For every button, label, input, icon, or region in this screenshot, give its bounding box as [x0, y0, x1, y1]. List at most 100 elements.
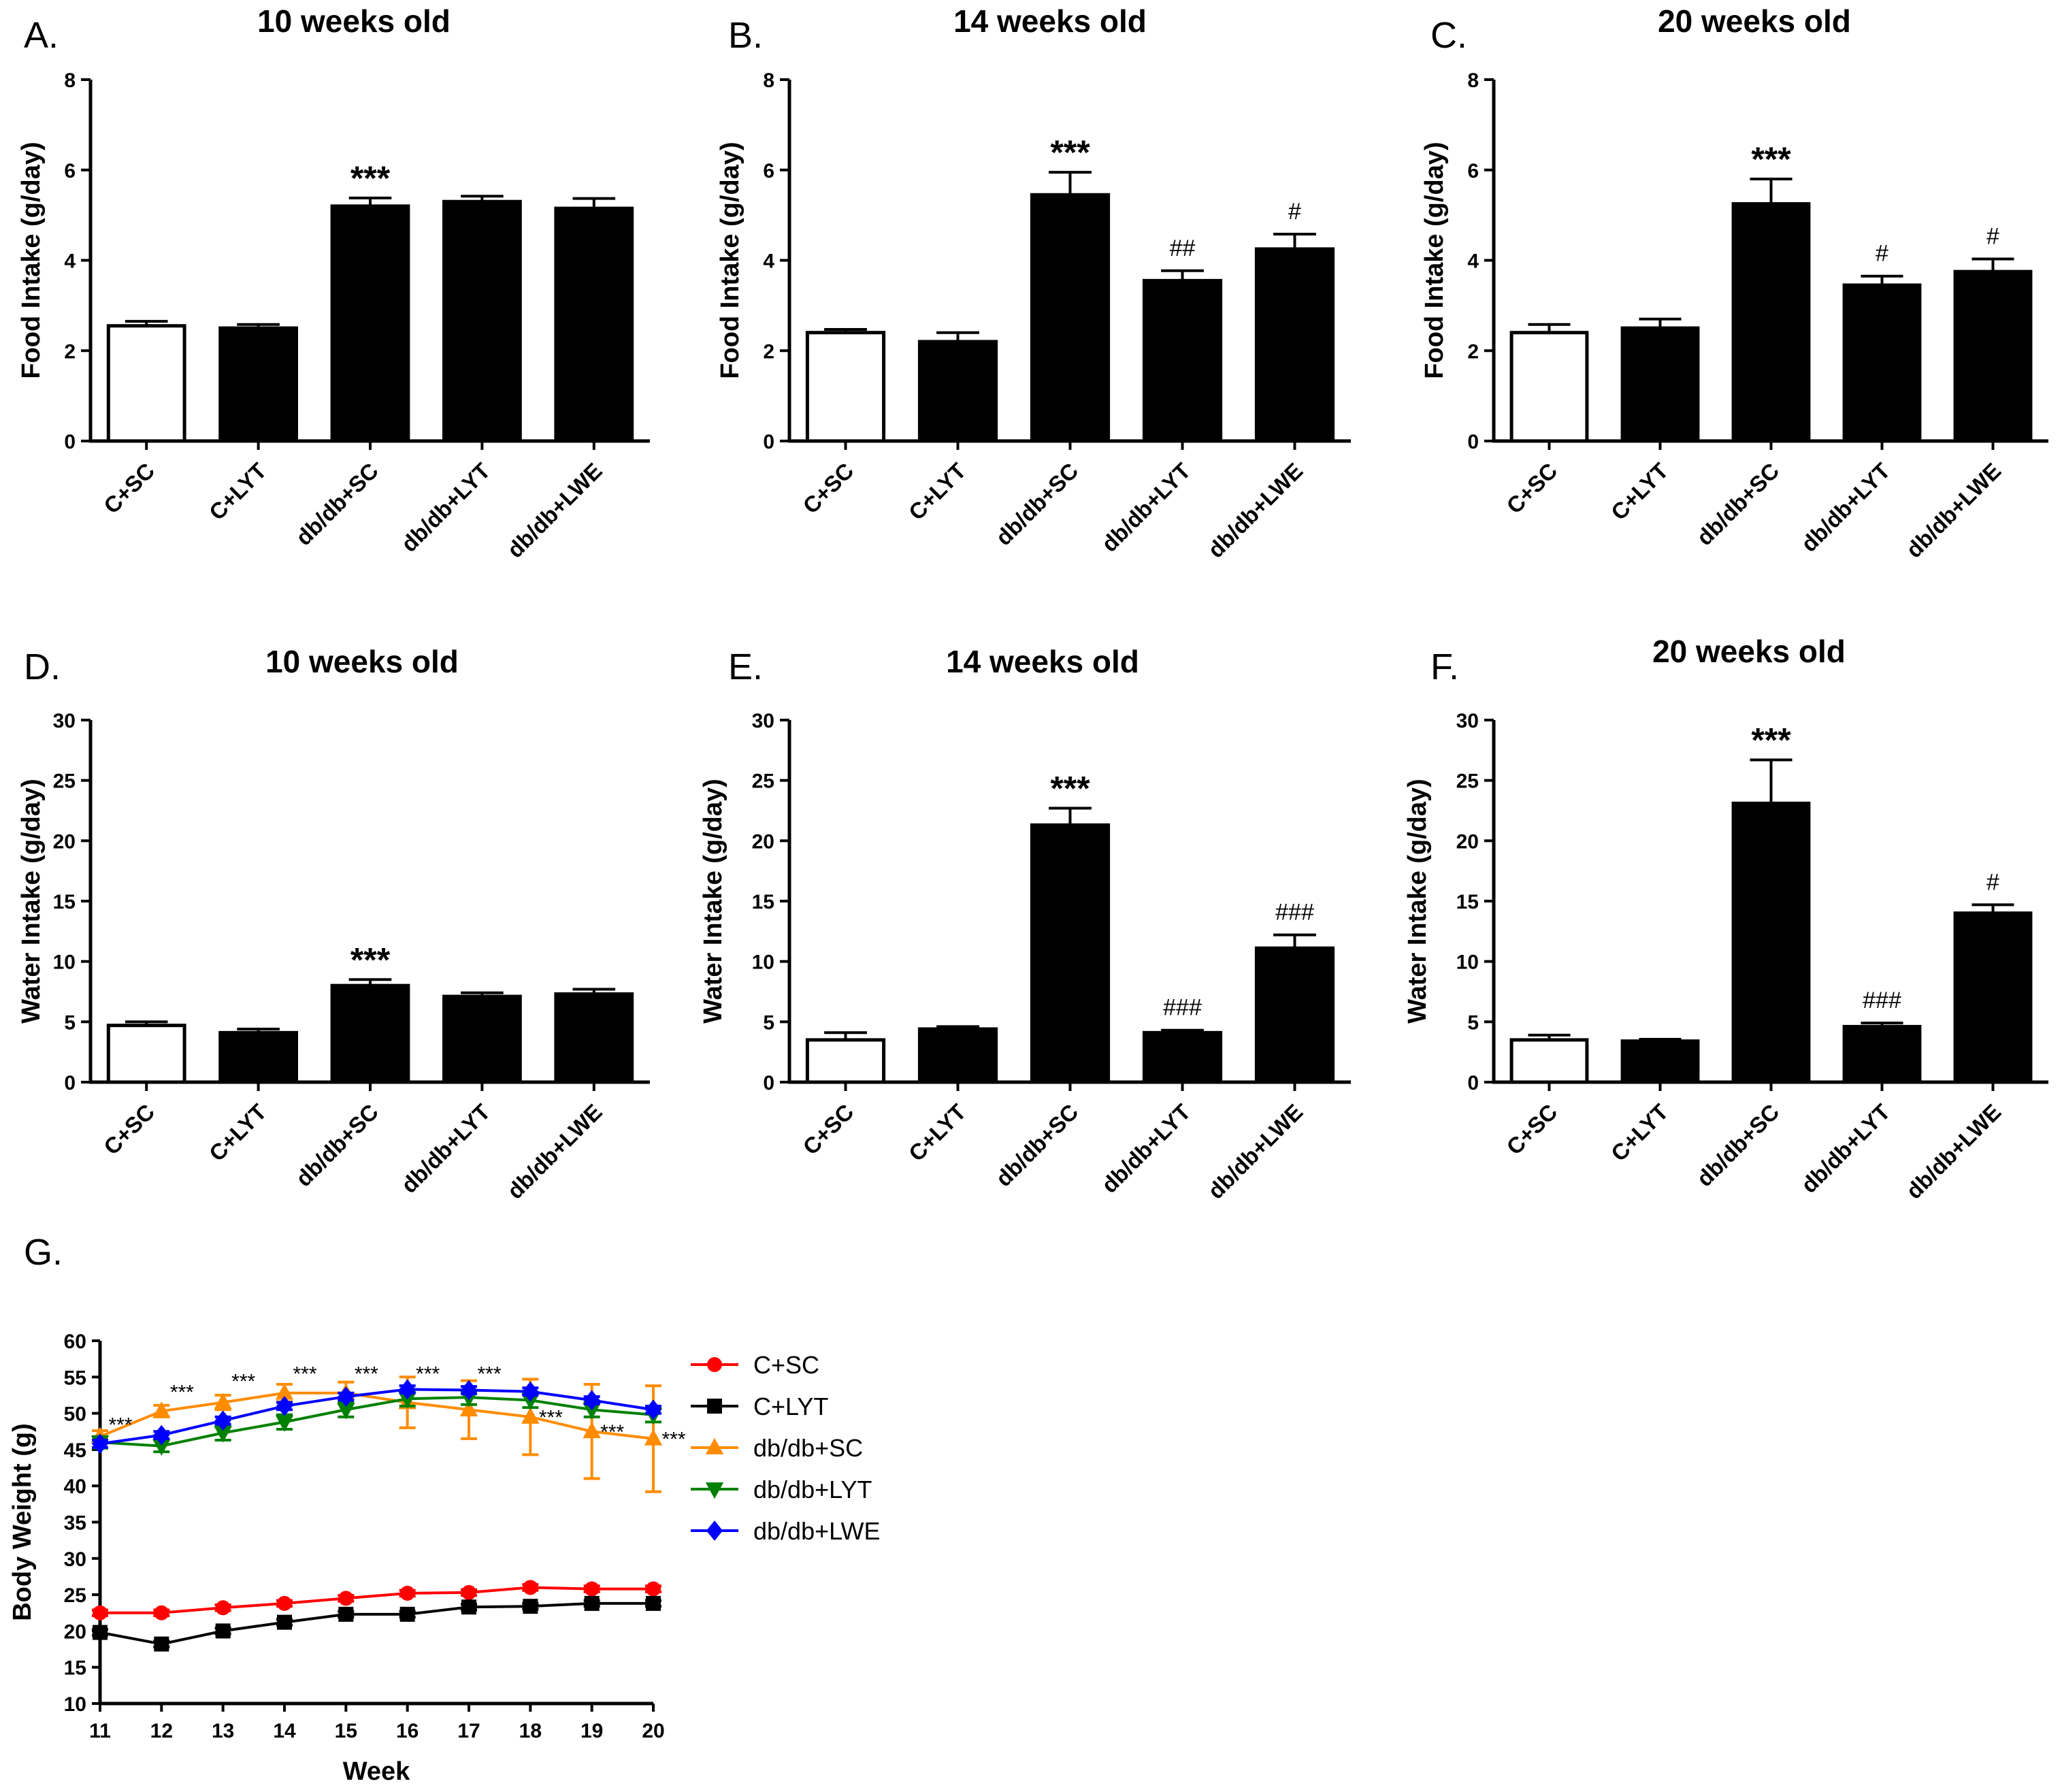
data-point [398, 1392, 416, 1409]
y-axis-label: Food Intake (g/day) [1420, 142, 1449, 378]
data-point [93, 1605, 108, 1620]
y-tick-label: 20 [1456, 830, 1479, 853]
y-tick-label: 55 [64, 1367, 86, 1389]
y-tick-label: 30 [1456, 710, 1479, 732]
chart-title: 10 weeks old [257, 3, 451, 39]
x-tick-label: 11 [89, 1720, 111, 1742]
significance-label: *** [170, 1381, 194, 1403]
bar [1953, 911, 2033, 1084]
panel-label: G. [24, 1232, 63, 1273]
x-tick-label: 13 [212, 1720, 234, 1742]
data-point [644, 1399, 662, 1420]
bar [1842, 1024, 1922, 1084]
category-label: C+LYT [1606, 458, 1673, 525]
series-line [99, 1601, 653, 1646]
x-tick-label: 14 [273, 1720, 296, 1742]
data-point [459, 1399, 478, 1417]
significance-label: *** [355, 1363, 378, 1386]
data-point [337, 1403, 355, 1420]
panel-label: F. [1430, 647, 1459, 687]
y-axis-label: Water Intake (g/day) [699, 779, 727, 1024]
bar [218, 1030, 298, 1084]
category-label: C+SC [798, 1099, 858, 1160]
legend-label: C+SC [753, 1351, 819, 1379]
category-label: C+LYT [204, 1099, 272, 1167]
bar [805, 1038, 886, 1084]
y-axis-label: Water Intake (g/day) [1403, 779, 1432, 1024]
significance-label: *** [293, 1363, 316, 1386]
data-point [152, 1439, 171, 1456]
y-tick-label: 25 [1456, 770, 1479, 793]
y-axis-label: Body Weight (g) [8, 1423, 37, 1621]
category-label: db/db+LWE [1203, 1099, 1308, 1204]
panel-label: C. [1430, 15, 1467, 56]
series-line [99, 1396, 654, 1448]
data-point [215, 1600, 231, 1616]
significance-label: ### [1163, 995, 1202, 1021]
category-label: C+LYT [904, 458, 971, 525]
y-tick-label: 45 [64, 1439, 86, 1462]
significance-label: ### [1863, 988, 1901, 1013]
y-tick-label: 8 [1467, 69, 1479, 92]
category-label: C+LYT [1606, 1099, 1673, 1167]
y-tick-label: 35 [64, 1512, 86, 1535]
data-point [399, 1379, 416, 1400]
bar [442, 199, 522, 443]
y-tick-label: 60 [64, 1331, 86, 1353]
bar [330, 983, 410, 1084]
data-point [460, 1380, 478, 1401]
data-point [461, 1599, 476, 1615]
category-label: C+SC [99, 458, 159, 519]
y-tick-label: 6 [1467, 160, 1479, 182]
y-tick-label: 5 [64, 1011, 76, 1034]
y-tick-label: 10 [53, 951, 76, 974]
y-tick-label: 40 [64, 1476, 86, 1498]
category-label: db/db+LWE [502, 458, 607, 563]
data-point [523, 1599, 538, 1614]
chart-title: 20 weeks old [1658, 3, 1851, 39]
bar [917, 340, 998, 443]
data-point [215, 1623, 231, 1639]
data-point [521, 1393, 540, 1410]
data-point [214, 1426, 232, 1443]
significance-label: *** [350, 159, 391, 197]
category-label: C+SC [1501, 1099, 1562, 1160]
bar [1254, 247, 1335, 443]
y-tick-label: 4 [763, 250, 774, 273]
category-label: C+SC [1501, 458, 1562, 519]
significance-label: *** [108, 1414, 132, 1436]
data-point [583, 1390, 600, 1411]
data-point [584, 1595, 600, 1611]
x-tick-label: 12 [150, 1720, 173, 1742]
data-point [705, 1437, 724, 1454]
data-point [646, 1581, 661, 1597]
bar [218, 326, 298, 443]
category-label: C+SC [99, 1099, 159, 1160]
significance-label: ### [1275, 900, 1314, 926]
data-point [705, 1482, 724, 1499]
y-tick-label: 2 [763, 340, 774, 363]
panel-label: B. [728, 15, 763, 56]
series-1 [92, 1595, 661, 1652]
chart-title: 20 weeks old [1652, 634, 1846, 669]
y-tick-label: 10 [1456, 951, 1479, 974]
legend-label: db/db+LWE [753, 1517, 880, 1545]
y-tick-label: 6 [763, 160, 774, 182]
data-point [153, 1424, 170, 1446]
y-tick-label: 20 [752, 830, 774, 853]
data-point [461, 1584, 476, 1600]
y-tick-label: 50 [64, 1403, 86, 1426]
data-point [276, 1396, 293, 1416]
bar [554, 206, 634, 443]
y-tick-label: 0 [64, 431, 76, 453]
category-label: db/db+LYT [1096, 458, 1195, 557]
panel-a: A. 10 weeks old Food Intake (g/day) 0 2 4 6 8 C+… [17, 3, 650, 563]
data-point [522, 1381, 539, 1402]
bar [1030, 193, 1111, 443]
category-label: db/db+SC [1692, 458, 1784, 551]
bar [1953, 270, 2033, 443]
bar [1254, 946, 1335, 1084]
data-point [214, 1392, 232, 1410]
significance-label: *** [1751, 721, 1791, 760]
